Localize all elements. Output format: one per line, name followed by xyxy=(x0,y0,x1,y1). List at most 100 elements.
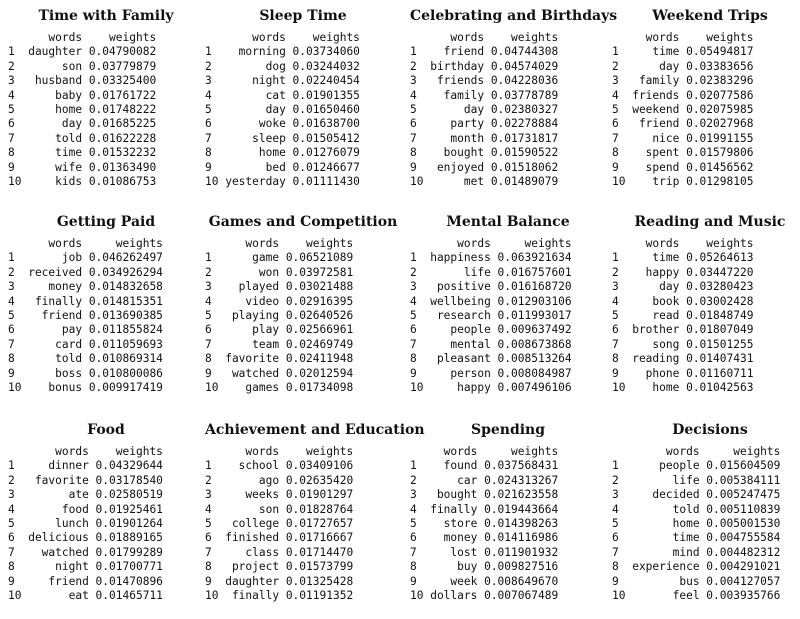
table-row: 9 wife 0.01363490 xyxy=(8,160,157,174)
table-row: 8 project 0.01573799 xyxy=(205,560,354,574)
topic-title: Weekend Trips xyxy=(652,8,768,24)
table-row: 8 favorite 0.02411948 xyxy=(205,352,354,366)
table-row: 6 day 0.01685225 xyxy=(8,117,157,131)
weights-table: words weights 1 happiness 0.063921634 2 li… xyxy=(410,237,606,395)
table-row: 3 day 0.03280423 xyxy=(612,280,754,294)
table-row: 3 positive 0.016168720 xyxy=(410,280,572,294)
table-row: 8 reading 0.01407431 xyxy=(612,352,754,366)
table-row: 7 card 0.011059693 xyxy=(8,337,163,351)
topic-title: Spending xyxy=(470,422,546,438)
weights-table: words weights 1 time 0.05494817 2 day 0.03… xyxy=(612,31,800,189)
table-row: 10 dollars 0.007067489 xyxy=(410,589,559,603)
table-header: words weights xyxy=(205,237,354,250)
table-row: 7 mental 0.008673868 xyxy=(410,337,572,351)
table-row: 5 weekend 0.02075985 xyxy=(612,103,754,117)
table-row: 1 time 0.05494817 xyxy=(612,45,754,59)
table-row: 3 decided 0.005247475 xyxy=(612,488,781,502)
topic-title: Games and Competition xyxy=(208,214,398,230)
table-row: 6 time 0.004755584 xyxy=(612,531,781,545)
table-header: words weights xyxy=(612,445,781,458)
table-row: 4 cat 0.01901355 xyxy=(205,88,360,102)
table-row: 10 bonus 0.009917419 xyxy=(8,381,163,395)
table-row: 4 wellbeing 0.012903106 xyxy=(410,294,572,308)
table-row: 7 sleep 0.01505412 xyxy=(205,131,360,145)
topic-panel: Food words weights 1 dinner 0.04329644 2 f… xyxy=(8,422,204,603)
table-row: 4 son 0.01828764 xyxy=(205,502,354,516)
table-header: words weights xyxy=(205,31,360,44)
table-row: 6 friend 0.02027968 xyxy=(612,117,754,131)
table-row: 1 school 0.03409106 xyxy=(205,459,354,473)
table-header: words weights xyxy=(410,31,559,44)
table-row: 6 play 0.02566961 xyxy=(205,323,354,337)
topic-panel: Reading and Music words weights 1 time 0.… xyxy=(612,214,800,395)
table-row: 8 buy 0.009827516 xyxy=(410,560,559,574)
weights-table: words weights 1 found 0.037568431 2 car 0.… xyxy=(410,445,606,603)
table-row: 2 son 0.03779879 xyxy=(8,59,157,73)
topic-panel: Games and Competition words weights 1 gam… xyxy=(205,214,401,395)
table-row: 1 people 0.015604509 xyxy=(612,459,781,473)
table-row: 3 husband 0.03325400 xyxy=(8,74,157,88)
weights-table: words weights 1 people 0.015604509 2 life … xyxy=(612,445,800,603)
weights-table: words weights 1 dinner 0.04329644 2 favori… xyxy=(8,445,204,603)
topic-title: Mental Balance xyxy=(446,214,570,230)
table-row: 7 watched 0.01799289 xyxy=(8,545,163,559)
weights-table: words weights 1 friend 0.04744308 2 birthd… xyxy=(410,31,606,189)
table-row: 2 favorite 0.03178540 xyxy=(8,473,163,487)
table-row: 10 yesterday 0.01111430 xyxy=(205,175,360,189)
topic-panel: Weekend Trips words weights 1 time 0.0549… xyxy=(612,8,800,189)
topic-panel: Sleep Time words weights 1 morning 0.0373… xyxy=(205,8,401,189)
table-row: 1 happiness 0.063921634 xyxy=(410,251,572,265)
table-row: 6 woke 0.01638700 xyxy=(205,117,360,131)
table-row: 4 finally 0.014815351 xyxy=(8,294,163,308)
topic-panel: Time with Family words weights 1 daughter… xyxy=(8,8,204,189)
table-row: 7 mind 0.004482312 xyxy=(612,545,781,559)
table-row: 4 video 0.02916395 xyxy=(205,294,354,308)
table-row: 3 family 0.02383296 xyxy=(612,74,754,88)
table-row: 3 played 0.03021488 xyxy=(205,280,354,294)
table-row: 7 team 0.02469749 xyxy=(205,337,354,351)
table-row: 5 read 0.01848749 xyxy=(612,309,754,323)
topic-panel: Celebrating and Birthdays words weights 1… xyxy=(410,8,617,189)
table-row: 10 feel 0.003935766 xyxy=(612,589,781,603)
weights-table: words weights 1 morning 0.03734060 2 dog 0… xyxy=(205,31,401,189)
table-row: 1 morning 0.03734060 xyxy=(205,45,360,59)
table-header: words weights xyxy=(8,237,163,250)
table-row: 5 day 0.01650460 xyxy=(205,103,360,117)
table-row: 9 friend 0.01470896 xyxy=(8,574,163,588)
table-row: 9 bus 0.004127057 xyxy=(612,574,781,588)
table-row: 7 song 0.01501255 xyxy=(612,337,754,351)
table-row: 6 finished 0.01716667 xyxy=(205,531,354,545)
topic-title: Getting Paid xyxy=(56,214,156,230)
weights-table: words weights 1 game 0.06521089 2 won 0.03… xyxy=(205,237,401,395)
table-row: 9 enjoyed 0.01518062 xyxy=(410,160,559,174)
table-header: words weights xyxy=(410,445,559,458)
table-row: 6 party 0.02278884 xyxy=(410,117,559,131)
table-row: 10 eat 0.01465711 xyxy=(8,589,163,603)
table-row: 9 phone 0.01160711 xyxy=(612,366,754,380)
topic-panel: Mental Balance words weights 1 happiness … xyxy=(410,214,606,395)
table-row: 3 bought 0.021623558 xyxy=(410,488,559,502)
table-row: 8 time 0.01532232 xyxy=(8,146,157,160)
table-row: 6 pay 0.011855824 xyxy=(8,323,163,337)
table-row: 1 dinner 0.04329644 xyxy=(8,459,163,473)
table-row: 10 trip 0.01298105 xyxy=(612,175,754,189)
table-row: 1 daughter 0.04790082 xyxy=(8,45,157,59)
table-row: 10 met 0.01489079 xyxy=(410,175,559,189)
topic-title: Sleep Time xyxy=(259,8,347,24)
table-row: 8 home 0.01276079 xyxy=(205,146,360,160)
table-row: 7 lost 0.011901932 xyxy=(410,545,559,559)
table-row: 10 home 0.01042563 xyxy=(612,381,754,395)
table-row: 1 job 0.046262497 xyxy=(8,251,163,265)
table-row: 7 told 0.01622228 xyxy=(8,131,157,145)
table-row: 9 spend 0.01456562 xyxy=(612,160,754,174)
table-row: 10 games 0.01734098 xyxy=(205,381,354,395)
topic-panel: Decisions words weights 1 people 0.015604… xyxy=(612,422,800,603)
weights-table: words weights 1 school 0.03409106 2 ago 0.… xyxy=(205,445,401,603)
topic-title: Achievement and Education xyxy=(205,422,425,438)
table-row: 6 delicious 0.01889165 xyxy=(8,531,163,545)
table-row: 1 friend 0.04744308 xyxy=(410,45,559,59)
table-header: words weights xyxy=(205,445,354,458)
table-row: 5 college 0.01727657 xyxy=(205,517,354,531)
table-row: 8 bought 0.01590522 xyxy=(410,146,559,160)
table-row: 7 nice 0.01991155 xyxy=(612,131,754,145)
